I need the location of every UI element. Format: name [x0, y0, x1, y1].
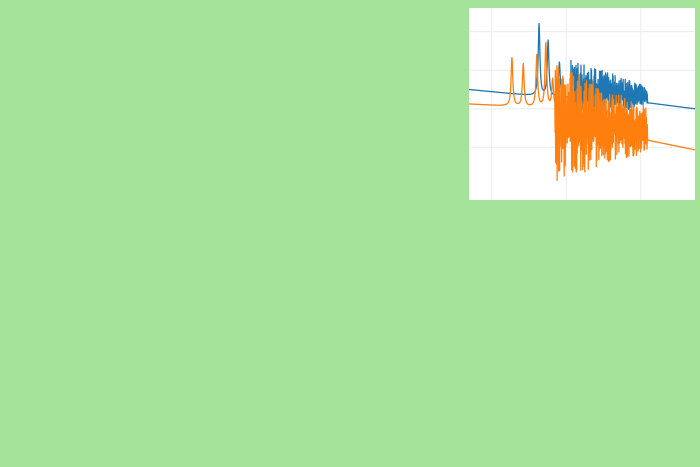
series-line-orange: [469, 41, 695, 182]
series-layer: [469, 22, 695, 182]
chart-card: [469, 8, 695, 200]
spectrum-line-chart: [469, 8, 695, 200]
series-line-blue: [469, 22, 695, 122]
